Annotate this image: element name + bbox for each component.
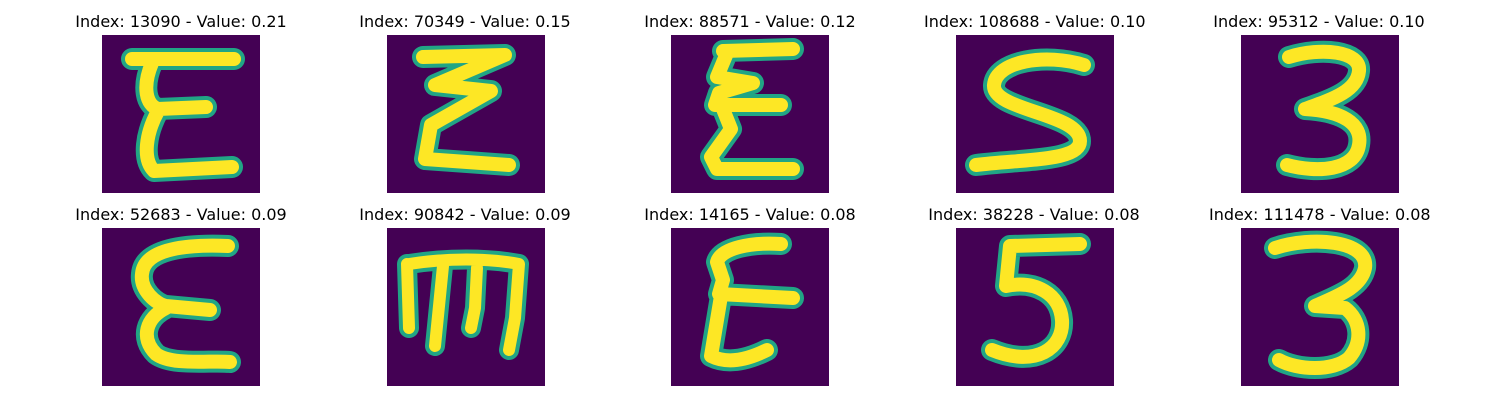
panel-title: Index: 90842 - Value: 0.09 — [359, 205, 571, 224]
panel-title: Index: 13090 - Value: 0.21 — [75, 12, 287, 31]
panel-title: Index: 14165 - Value: 0.08 — [644, 205, 856, 224]
panel-title: Index: 52683 - Value: 0.09 — [75, 205, 287, 224]
panel-title: Index: 38228 - Value: 0.08 — [928, 205, 1140, 224]
digit-image — [956, 228, 1114, 386]
digit-image — [102, 228, 260, 386]
digit-image — [387, 228, 545, 386]
glyph-e-icon — [121, 48, 245, 182]
glyph-z-icon — [412, 44, 520, 176]
glyph-zigzag-e-icon — [700, 38, 804, 180]
digit-image — [956, 35, 1114, 193]
glyph-e-curved-icon — [130, 234, 241, 373]
digit-image — [671, 228, 829, 386]
digit-image — [1241, 35, 1399, 193]
glyph-e-loop-icon — [700, 232, 804, 372]
glyph-five-icon — [981, 233, 1091, 368]
panel-title: Index: 95312 - Value: 0.10 — [1213, 12, 1425, 31]
digit-image — [671, 35, 829, 193]
digit-image — [1241, 228, 1399, 386]
glyph-three-icon — [1276, 40, 1371, 181]
glyph-s-icon — [965, 48, 1095, 176]
digit-image — [102, 35, 260, 193]
panel-title: Index: 108688 - Value: 0.10 — [924, 12, 1146, 31]
glyph-m-icon — [397, 249, 529, 360]
digit-image — [387, 35, 545, 193]
glyph-three-icon — [1264, 230, 1377, 379]
panel-title: Index: 111478 - Value: 0.08 — [1209, 205, 1431, 224]
panel-title: Index: 88571 - Value: 0.12 — [644, 12, 856, 31]
panel-title: Index: 70349 - Value: 0.15 — [359, 12, 571, 31]
